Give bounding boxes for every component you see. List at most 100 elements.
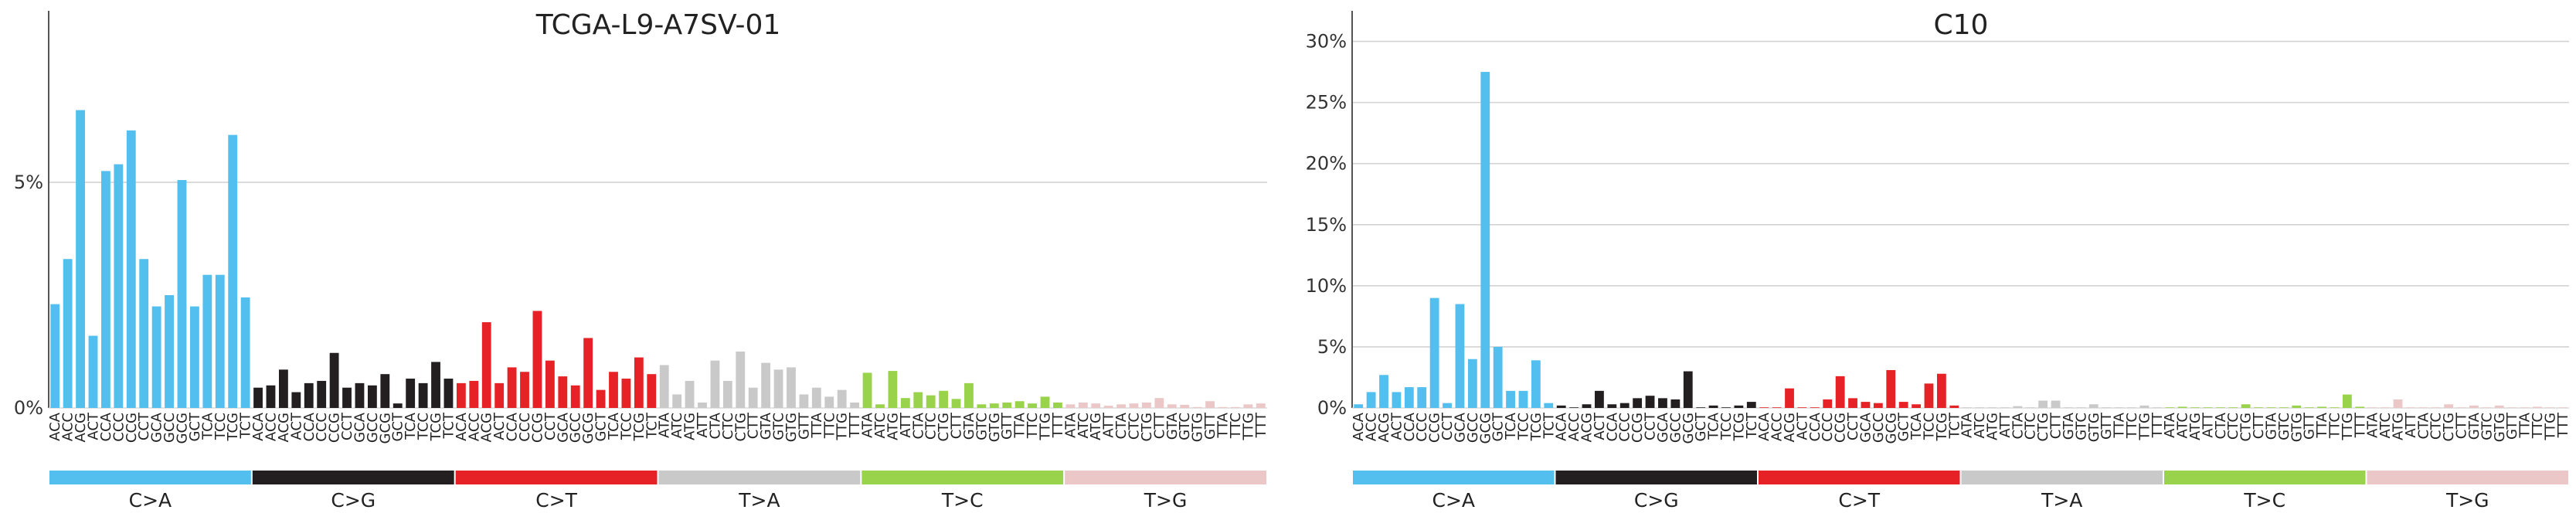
x-tick-label: ACG — [479, 413, 495, 443]
bar — [380, 374, 390, 408]
x-tick-label: TTC — [821, 413, 838, 439]
x-tick-label: TCC — [1718, 413, 1735, 440]
bar — [1040, 396, 1050, 408]
bar — [2000, 407, 2010, 408]
bar — [1619, 403, 1630, 408]
bar — [2557, 407, 2568, 408]
x-tick-label: CCT — [339, 412, 355, 440]
x-tick-label: GCG — [174, 413, 190, 444]
x-tick-label: CCA — [505, 412, 521, 441]
x-tick-label: GCG — [1477, 413, 1494, 444]
bar — [151, 306, 161, 408]
bar — [2076, 407, 2086, 408]
bar — [393, 403, 403, 408]
x-tick-label: TCA — [1908, 412, 1925, 440]
x-tick-label: TTC — [1228, 413, 1244, 439]
x-tick-label: ATT — [2403, 412, 2419, 438]
bar — [2177, 406, 2187, 408]
bar — [215, 274, 225, 408]
bar — [2342, 394, 2352, 408]
bar — [329, 352, 339, 408]
x-tick-label: CTT — [746, 412, 762, 439]
bar — [1091, 403, 1101, 408]
mutation-type-label: T>G — [1144, 489, 1188, 512]
chart-title: TCGA-L9-A7SV-01 — [535, 9, 781, 41]
x-tick-label: CTC — [2225, 413, 2241, 440]
x-tick-label: GTT — [999, 412, 1015, 440]
x-tick-label: ACA — [1756, 412, 1772, 441]
bar — [1987, 407, 1997, 408]
x-tick-label: GCG — [1681, 413, 1697, 444]
x-tick-label: ACT — [1794, 412, 1810, 440]
x-tick-label: ATC — [669, 413, 685, 438]
bar — [1544, 403, 1554, 408]
bar — [2228, 407, 2238, 408]
bar — [2088, 404, 2099, 408]
bar — [1708, 405, 1718, 408]
mutation-type-strip — [1961, 471, 2163, 484]
x-tick-label: CCC — [517, 413, 533, 442]
bar — [2152, 407, 2162, 408]
bar — [367, 385, 377, 408]
x-tick-label: CCG — [1427, 413, 1443, 443]
mutation-type-label: T>A — [2041, 489, 2082, 512]
bar — [2279, 407, 2289, 408]
x-tick-label: GTC — [771, 413, 787, 440]
bar — [1810, 407, 1820, 408]
x-tick-label: ACT — [1388, 412, 1405, 440]
x-tick-label: ATA — [2162, 412, 2178, 438]
x-tick-label: CCT — [542, 412, 559, 440]
x-tick-label: GTG — [987, 413, 1003, 442]
bar — [824, 396, 834, 408]
bar — [773, 369, 783, 408]
mutation-type-label: C>G — [1634, 489, 1679, 512]
x-tick-label: CCG — [529, 413, 545, 443]
x-tick-label: ACT — [1592, 412, 1608, 440]
x-tick-label: TTC — [2530, 413, 2546, 439]
x-tick-label: CTT — [2048, 412, 2065, 439]
x-tick-label: ATA — [1959, 412, 1976, 438]
x-tick-label: ATC — [2175, 413, 2191, 438]
bar — [698, 402, 707, 408]
x-tick-label: TTC — [2326, 413, 2343, 439]
x-tick-label: CTC — [923, 413, 940, 440]
bar — [2165, 407, 2175, 408]
bar — [1078, 402, 1088, 408]
bar — [1480, 72, 1490, 408]
x-tick-label: CTT — [2454, 412, 2470, 439]
x-tick-label: GCT — [593, 412, 610, 442]
bar — [2482, 407, 2492, 408]
x-tick-label: TCA — [199, 412, 216, 440]
x-tick-label: CTG — [732, 413, 749, 442]
bar — [494, 382, 505, 409]
bar — [1103, 406, 1113, 408]
bar — [621, 379, 631, 408]
x-tick-label: ACA — [1351, 412, 1367, 441]
bar — [1797, 407, 1807, 408]
bar — [1506, 390, 1515, 408]
bar — [1898, 402, 1908, 408]
bar — [2038, 400, 2048, 408]
x-tick-label: CCA — [98, 412, 114, 441]
x-tick-label: GTC — [2276, 413, 2292, 440]
x-tick-label: TTG — [1240, 413, 1256, 441]
bar — [2381, 407, 2391, 408]
mutation-type-label: C>T — [1838, 489, 1880, 512]
x-tick-label: GTA — [758, 412, 774, 440]
x-tick-label: TCC — [212, 413, 229, 440]
bar — [1002, 402, 1012, 408]
bar — [2013, 406, 2023, 408]
x-tick-label: ACA — [454, 412, 470, 441]
bar — [2051, 400, 2061, 408]
mutation-type-label: T>G — [2445, 489, 2489, 512]
x-tick-label: CTC — [720, 413, 736, 440]
bar — [2456, 407, 2466, 408]
x-tick-label: TCC — [1515, 413, 1531, 440]
x-tick-label: TCA — [403, 412, 419, 440]
x-tick-label: CTG — [2238, 413, 2255, 442]
bar — [888, 371, 898, 408]
x-tick-label: TCT — [644, 412, 660, 440]
bar — [443, 379, 454, 408]
x-tick-label: GCA — [555, 412, 571, 443]
